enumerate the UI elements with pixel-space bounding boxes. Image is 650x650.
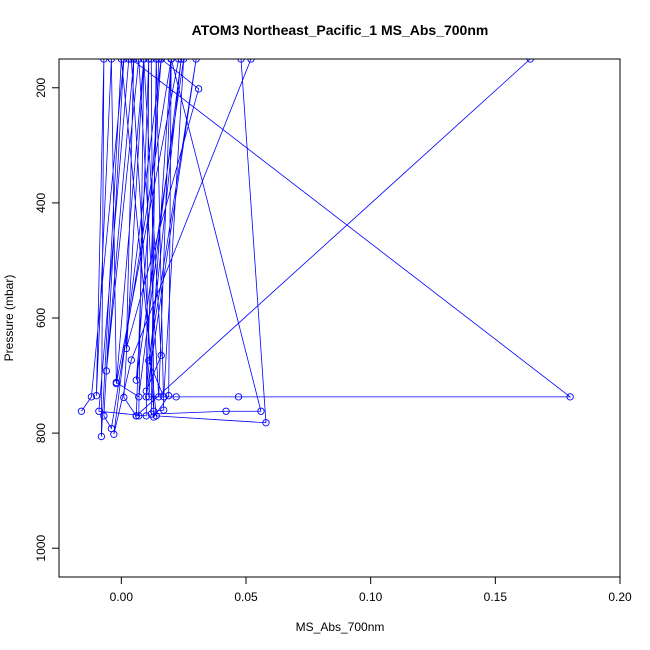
data-point <box>247 59 255 63</box>
data-point <box>167 59 175 63</box>
data-point <box>147 59 155 63</box>
data-point <box>160 393 168 401</box>
data-point <box>120 393 128 402</box>
series-line <box>81 59 572 437</box>
y-axis-label: Pressure (mbar) <box>2 275 16 362</box>
data-point <box>155 393 163 401</box>
data-point <box>135 412 143 420</box>
data-point <box>130 59 138 63</box>
data-point <box>110 430 118 438</box>
data-point <box>177 59 185 63</box>
data-point <box>234 393 243 401</box>
data-point <box>127 356 135 364</box>
data-point <box>157 59 165 63</box>
data-point <box>100 59 108 63</box>
data-point <box>262 419 270 427</box>
x-tick-label: 0.10 <box>359 590 383 604</box>
data-point <box>155 59 163 63</box>
data-point <box>257 407 265 415</box>
data-point <box>192 59 200 63</box>
data-point <box>157 351 165 360</box>
data-point <box>92 392 101 400</box>
y-tick-label: 400 <box>34 193 48 213</box>
plot-frame <box>58 58 621 578</box>
data-point <box>135 59 143 63</box>
data-point <box>147 410 155 418</box>
data-point <box>102 367 111 375</box>
data-point <box>145 356 153 365</box>
data-point <box>122 344 130 353</box>
data-point <box>132 376 140 384</box>
data-point <box>95 407 103 415</box>
data-point <box>142 393 150 401</box>
data-point <box>526 59 534 63</box>
data-point <box>142 412 150 420</box>
data-point <box>112 379 121 388</box>
series-layer <box>77 59 574 441</box>
data-point <box>152 59 160 63</box>
x-axis-label: MS_Abs_700nm <box>296 620 385 634</box>
data-point <box>222 407 230 415</box>
x-tick-label: 0.05 <box>234 590 258 604</box>
y-tick-label: 1000 <box>34 535 48 562</box>
data-point <box>132 412 140 420</box>
chart-title: ATOM3 Northeast_Pacific_1 MS_Abs_700nm <box>192 22 489 38</box>
data-point <box>117 59 125 63</box>
y-tick-label: 800 <box>34 423 48 443</box>
x-tick-label: 0.20 <box>608 590 632 604</box>
data-point <box>107 59 116 63</box>
data-point <box>566 393 574 401</box>
x-tick-label: 0.15 <box>484 590 508 604</box>
y-tick-label: 600 <box>34 308 48 328</box>
data-point <box>145 59 153 63</box>
data-point <box>120 59 128 63</box>
data-point <box>125 59 133 63</box>
data-point <box>172 393 180 401</box>
data-point <box>237 59 245 63</box>
data-point <box>165 392 173 400</box>
data-point <box>180 59 188 63</box>
data-point <box>100 412 108 420</box>
data-point <box>175 59 183 63</box>
data-point <box>77 407 86 415</box>
x-tick-label: 0.00 <box>110 590 134 604</box>
data-point <box>160 406 168 414</box>
data-point <box>97 432 106 441</box>
data-point <box>135 393 143 401</box>
data-point <box>145 393 153 401</box>
y-tick-label: 200 <box>34 77 48 97</box>
data-point <box>87 393 96 401</box>
data-point <box>194 85 203 93</box>
data-point <box>127 59 135 63</box>
data-point <box>140 59 148 63</box>
